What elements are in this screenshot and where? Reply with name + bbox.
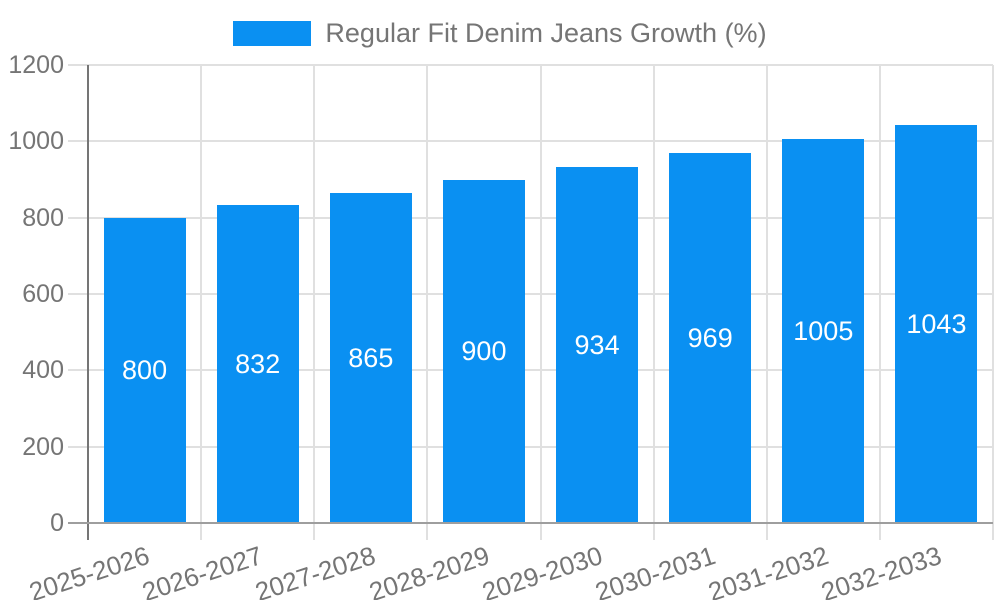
bar-2025-2026[interactable] (103, 217, 186, 523)
bar-2031-2032[interactable] (782, 139, 865, 523)
bar-value-label: 832 (235, 349, 281, 380)
y-axis-tick-label: 200 (22, 432, 64, 461)
bar-value-label: 865 (348, 342, 394, 373)
y-axis-tick-label: 400 (22, 356, 64, 385)
x-axis-tick-label: 2025-2026 (25, 540, 154, 600)
bar-2029-2030[interactable] (556, 166, 639, 523)
bar-value-label: 1043 (906, 308, 967, 339)
chart-legend: Regular Fit Denim Jeans Growth (%) (0, 18, 1000, 48)
x-axis-tick-label: 2031-2032 (704, 540, 832, 600)
gridline-x-6 (765, 65, 768, 540)
y-axis-line (87, 65, 89, 540)
gridline-y-800 (68, 216, 993, 219)
y-axis-tick-label: 1000 (8, 127, 64, 156)
y-axis-tick-label: 600 (22, 280, 64, 308)
gridline-y-200 (68, 445, 993, 448)
bar-2028-2029[interactable] (442, 179, 525, 523)
gridline-x-1 (200, 65, 203, 540)
gridline-x-4 (539, 65, 542, 540)
bar-2027-2028[interactable] (329, 192, 412, 523)
gridline-x-2 (313, 65, 316, 540)
gridline-y-1000 (68, 140, 993, 143)
legend-series-label: Regular Fit Denim Jeans Growth (%) (325, 17, 767, 48)
bar-2026-2027[interactable] (216, 205, 299, 523)
x-axis-tick-label: 2027-2028 (251, 540, 380, 600)
y-axis-tick-label: 800 (22, 203, 64, 232)
legend-swatch-icon (233, 20, 312, 46)
x-axis-tick-label: 2032-2033 (817, 540, 946, 600)
gridline-y-1200 (68, 64, 993, 66)
bar-value-label: 1005 (793, 316, 854, 347)
bar-2032-2033[interactable] (895, 124, 978, 523)
gridline-y-600 (68, 293, 993, 295)
x-axis-tick-label: 2028-2029 (365, 540, 493, 600)
bar-2030-2031[interactable] (669, 153, 752, 523)
gridline-y-400 (68, 369, 993, 372)
gridline-x-5 (652, 65, 655, 540)
x-axis-tick-label: 2029-2030 (478, 540, 606, 600)
x-axis-line (68, 522, 993, 524)
gridline-x-3 (426, 65, 429, 540)
gridline-x-7 (878, 65, 881, 540)
x-axis-tick-label: 2030-2031 (591, 540, 719, 600)
y-axis-tick-label: 0 (50, 509, 64, 537)
bar-value-label: 800 (122, 355, 168, 386)
bar-value-label: 934 (574, 329, 620, 360)
gridline-x-8 (992, 65, 994, 540)
bar-value-label: 969 (687, 323, 733, 354)
x-axis-tick-label: 2026-2027 (138, 540, 267, 600)
y-axis-tick-label: 1200 (8, 51, 64, 79)
bar-value-label: 900 (461, 336, 507, 367)
